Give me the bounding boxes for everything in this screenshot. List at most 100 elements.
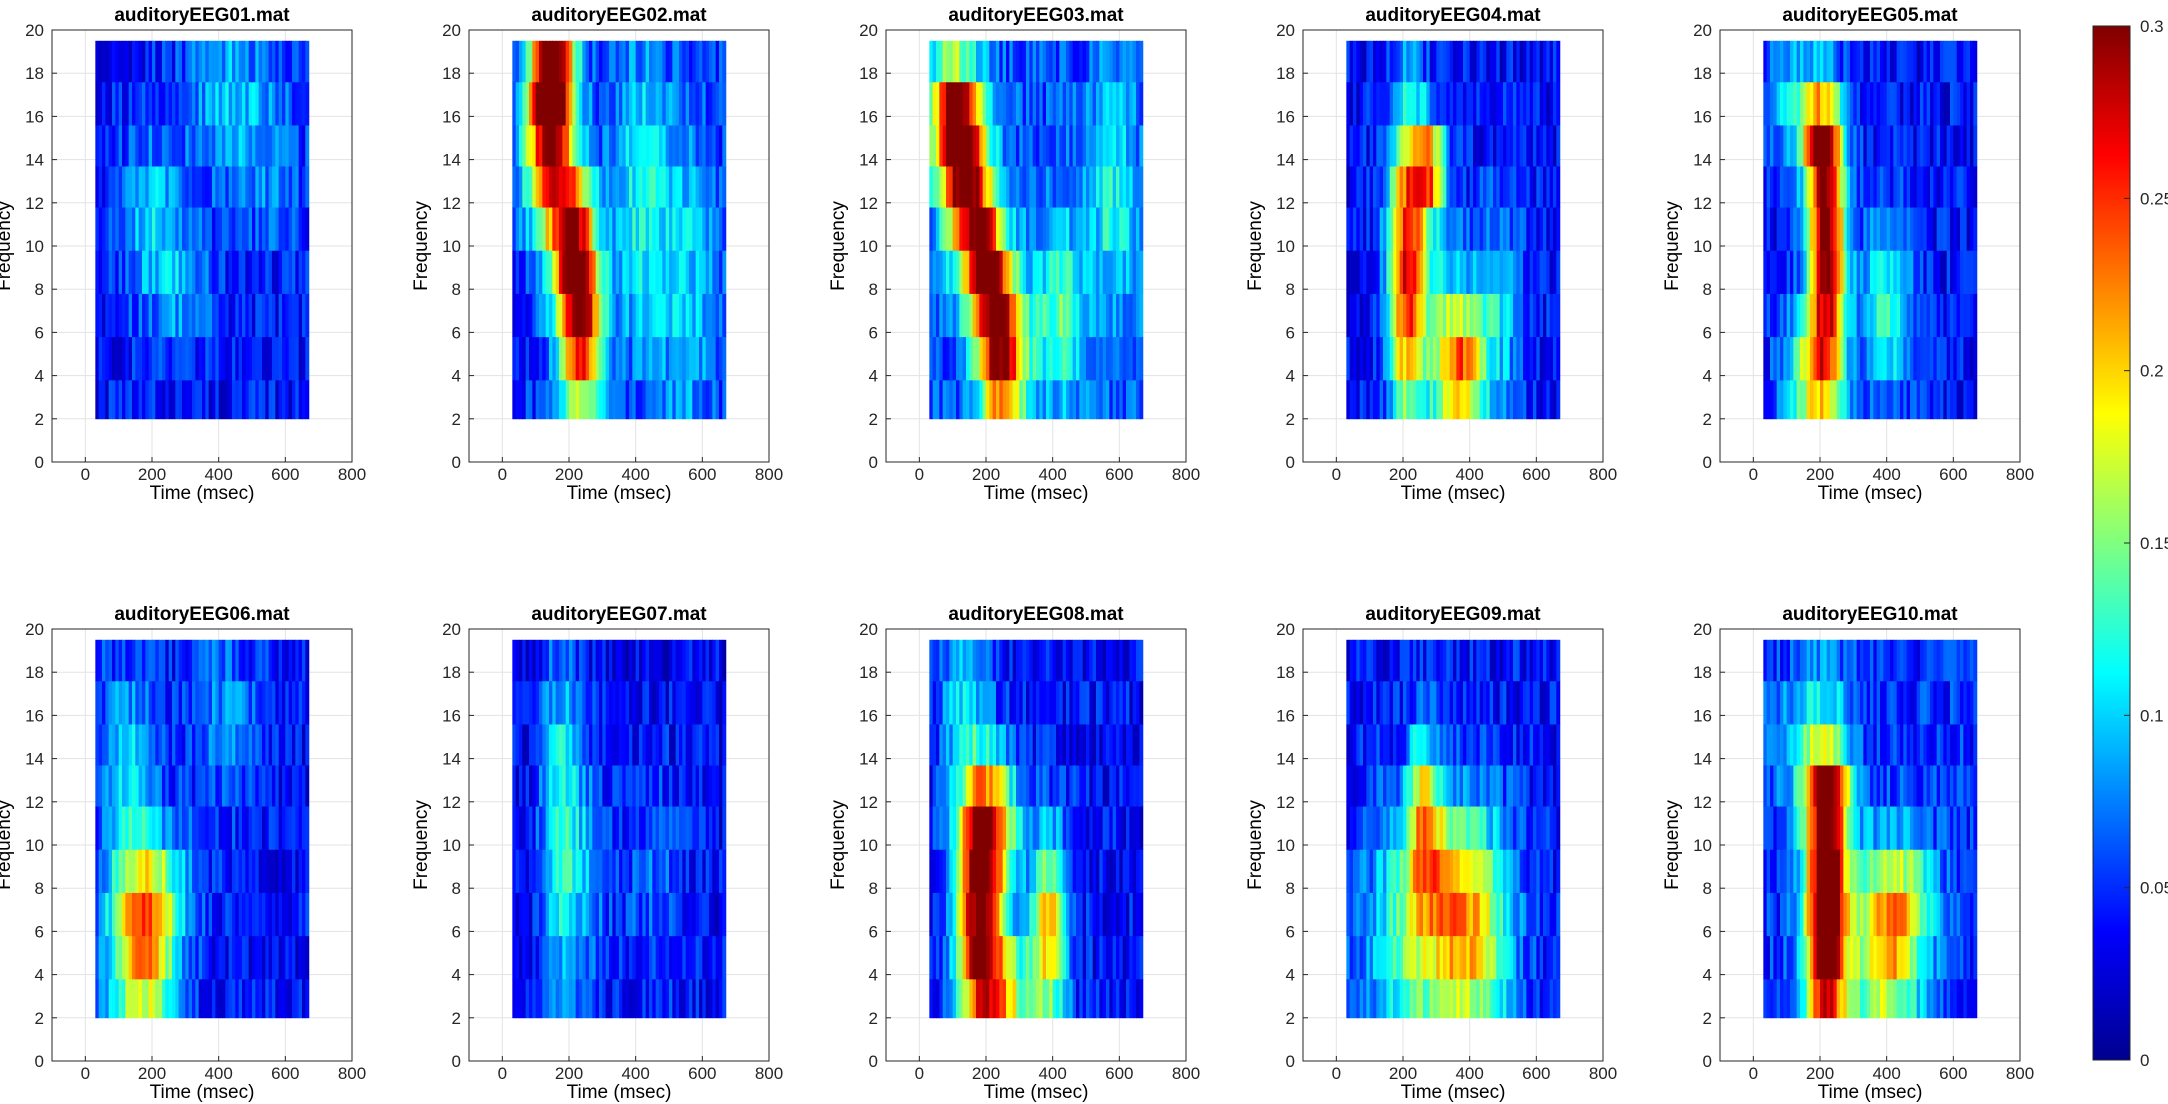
heatmap-cell <box>1139 765 1143 806</box>
heatmap <box>95 640 309 1018</box>
y-axis-label: Frequency <box>0 201 15 291</box>
heatmap-cell <box>305 979 309 1018</box>
y-tick-label: 2 <box>1286 410 1295 429</box>
y-tick-label: 10 <box>1693 237 1712 256</box>
y-tick-label: 6 <box>869 323 878 342</box>
heatmap-cell <box>305 294 309 338</box>
heatmap-cell <box>722 294 726 338</box>
y-axis-label: Frequency <box>0 800 15 890</box>
heatmap-cell <box>722 337 726 381</box>
y-tick-label: 18 <box>442 64 461 83</box>
heatmap-cell <box>722 125 726 166</box>
y-tick-label: 2 <box>452 410 461 429</box>
y-tick-label: 2 <box>869 410 878 429</box>
heatmap-cell <box>1556 337 1560 381</box>
y-tick-label: 20 <box>1693 21 1712 40</box>
y-tick-label: 0 <box>452 1052 461 1071</box>
y-tick-label: 18 <box>859 64 878 83</box>
y-tick-label: 16 <box>25 706 44 725</box>
x-tick-label: 400 <box>204 1064 232 1083</box>
heatmap-cell <box>305 936 309 980</box>
heatmap-cell <box>1973 166 1977 207</box>
heatmap-cell <box>1139 806 1143 850</box>
heatmap-cell <box>1556 294 1560 338</box>
x-tick-label: 800 <box>755 1064 783 1083</box>
x-tick-label: 400 <box>204 465 232 484</box>
y-tick-label: 6 <box>1703 323 1712 342</box>
y-tick-label: 14 <box>442 151 461 170</box>
y-tick-label: 8 <box>452 280 461 299</box>
y-tick-label: 6 <box>452 323 461 342</box>
y-tick-label: 4 <box>1703 367 1712 386</box>
y-tick-label: 8 <box>869 280 878 299</box>
x-tick-label: 800 <box>2006 465 2034 484</box>
y-tick-label: 14 <box>1276 151 1295 170</box>
x-tick-label: 0 <box>81 1064 90 1083</box>
y-tick-label: 14 <box>859 151 878 170</box>
heatmap-cell <box>1139 337 1143 381</box>
heatmap-cell <box>305 207 309 251</box>
heatmap-cell <box>1139 724 1143 765</box>
y-tick-label: 12 <box>442 194 461 213</box>
heatmap-cell <box>1973 380 1977 419</box>
x-tick-label: 200 <box>555 1064 583 1083</box>
x-axis-label: Time (msec) <box>567 1082 672 1103</box>
heatmap <box>929 41 1143 419</box>
subplot-title: auditoryEEG02.mat <box>531 5 707 26</box>
y-tick-label: 0 <box>1703 453 1712 472</box>
y-tick-label: 16 <box>25 107 44 126</box>
y-tick-label: 0 <box>452 453 461 472</box>
y-tick-label: 8 <box>35 879 44 898</box>
x-tick-label: 200 <box>1389 465 1417 484</box>
x-tick-label: 200 <box>138 465 166 484</box>
heatmap-cell <box>1139 893 1143 937</box>
y-tick-label: 0 <box>35 1052 44 1071</box>
y-tick-label: 14 <box>1693 151 1712 170</box>
y-tick-label: 8 <box>452 879 461 898</box>
y-tick-label: 16 <box>1693 107 1712 126</box>
x-tick-label: 600 <box>1522 465 1550 484</box>
subplot-title: auditoryEEG04.mat <box>1365 5 1541 26</box>
heatmap-cell <box>722 893 726 937</box>
heatmap-cell <box>722 681 726 725</box>
x-axis-label: Time (msec) <box>150 483 255 504</box>
y-tick-label: 20 <box>859 21 878 40</box>
y-tick-label: 20 <box>442 620 461 639</box>
heatmap-cell <box>1556 166 1560 207</box>
y-tick-label: 12 <box>442 793 461 812</box>
y-tick-label: 8 <box>1703 280 1712 299</box>
x-tick-label: 800 <box>1589 465 1617 484</box>
x-tick-label: 400 <box>621 1064 649 1083</box>
x-tick-label: 800 <box>755 465 783 484</box>
heatmap-cell <box>1139 207 1143 251</box>
heatmap-cell <box>305 893 309 937</box>
heatmap-cell <box>1139 380 1143 419</box>
heatmap <box>1346 41 1560 419</box>
heatmap-cell <box>305 681 309 725</box>
y-tick-label: 16 <box>442 706 461 725</box>
y-tick-label: 20 <box>25 21 44 40</box>
y-tick-label: 18 <box>1693 64 1712 83</box>
y-tick-label: 12 <box>1693 194 1712 213</box>
x-tick-label: 800 <box>338 465 366 484</box>
y-tick-label: 14 <box>442 750 461 769</box>
x-tick-label: 600 <box>688 1064 716 1083</box>
x-tick-label: 400 <box>1872 465 1900 484</box>
heatmap-cell <box>305 250 309 294</box>
y-axis-label: Frequency <box>1245 201 1266 291</box>
heatmap <box>95 41 309 419</box>
heatmap-cell <box>1556 41 1560 82</box>
subplot-title: auditoryEEG05.mat <box>1782 5 1958 26</box>
heatmap <box>512 41 726 419</box>
heatmap-cell <box>722 936 726 980</box>
y-axis-label: Frequency <box>1662 201 1683 291</box>
heatmap <box>929 640 1143 1018</box>
x-axis-label: Time (msec) <box>984 483 1089 504</box>
y-tick-label: 14 <box>25 151 44 170</box>
heatmap-cell <box>1139 294 1143 338</box>
y-tick-label: 12 <box>1276 194 1295 213</box>
